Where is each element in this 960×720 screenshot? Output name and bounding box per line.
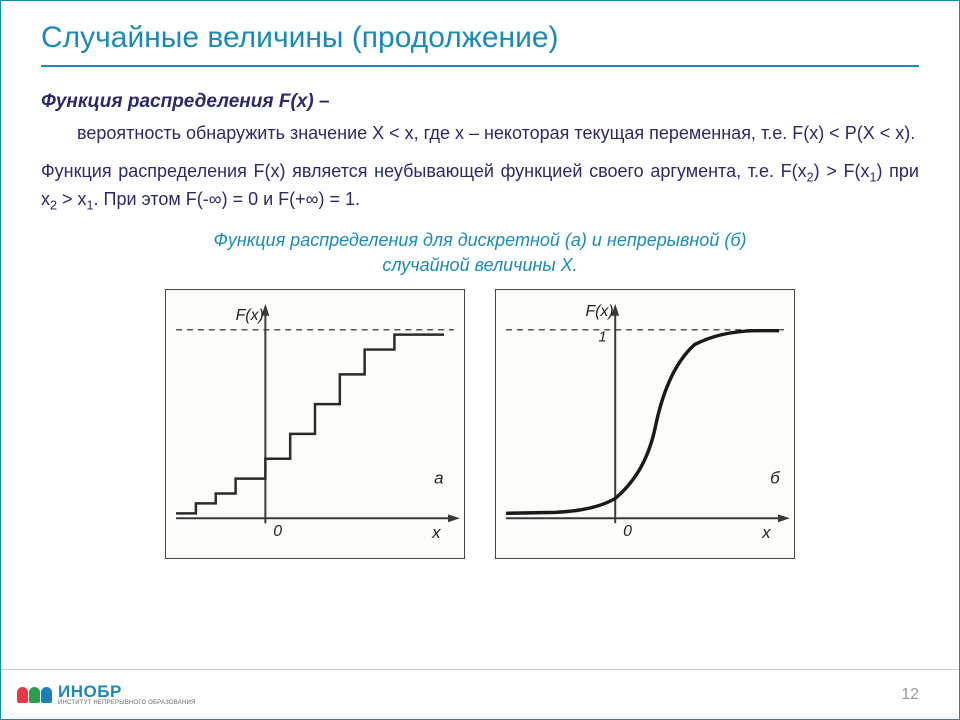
y-axis-label: F(x) [585, 303, 613, 320]
prop-post: . При этом F(-∞) = 0 и F(+∞) = 1. [94, 189, 360, 209]
s-curve-line [506, 331, 779, 514]
x-axis-label: x [431, 523, 441, 542]
prop-m1: ) > F(x [814, 161, 870, 181]
page-title: Случайные величины (продолжение) [41, 21, 919, 67]
panel-label-b: б [770, 469, 780, 488]
chart-continuous-cdf: F(x) 1 0 x б [495, 289, 795, 559]
step-cdf-line [176, 335, 444, 514]
one-label: 1 [598, 330, 606, 346]
panel-label-a: а [434, 469, 443, 488]
origin-label: 0 [273, 523, 282, 540]
property-text: Функция распределения F(x) является неуб… [41, 159, 919, 214]
logo: ИНОБР ИНСТИТУТ НЕПРЕРЫВНОГО ОБРАЗОВАНИЯ [17, 683, 196, 706]
logo-main-text: ИНОБР [58, 683, 196, 700]
logo-icon [17, 687, 52, 703]
y-axis-label: F(x) [236, 307, 264, 324]
origin-label: 0 [623, 523, 632, 540]
subheading: Функция распределения F(x) – [41, 91, 919, 113]
definition-text: вероятность обнаружить значение X < x, г… [77, 121, 919, 145]
prop-pre: Функция распределения F(x) является неуб… [41, 161, 807, 181]
caption-l1: Функция распределения для дискретной (а)… [214, 230, 747, 250]
x-axis-label: x [761, 523, 771, 542]
prop-m3: > x [57, 189, 87, 209]
x-axis-arrow [778, 514, 790, 522]
slide-footer: ИНОБР ИНСТИТУТ НЕПРЕРЫВНОГО ОБРАЗОВАНИЯ … [1, 669, 959, 719]
logo-sub-text: ИНСТИТУТ НЕПРЕРЫВНОГО ОБРАЗОВАНИЯ [58, 700, 196, 706]
figure-caption: Функция распределения для дискретной (а)… [41, 228, 919, 277]
caption-l2: случайной величины X. [382, 255, 577, 275]
page-number: 12 [901, 686, 919, 704]
chart-discrete-cdf: F(x) 0 x а [165, 289, 465, 559]
x-axis-arrow [448, 514, 460, 522]
charts-row: F(x) 0 x а F(x) 1 0 [41, 289, 919, 559]
